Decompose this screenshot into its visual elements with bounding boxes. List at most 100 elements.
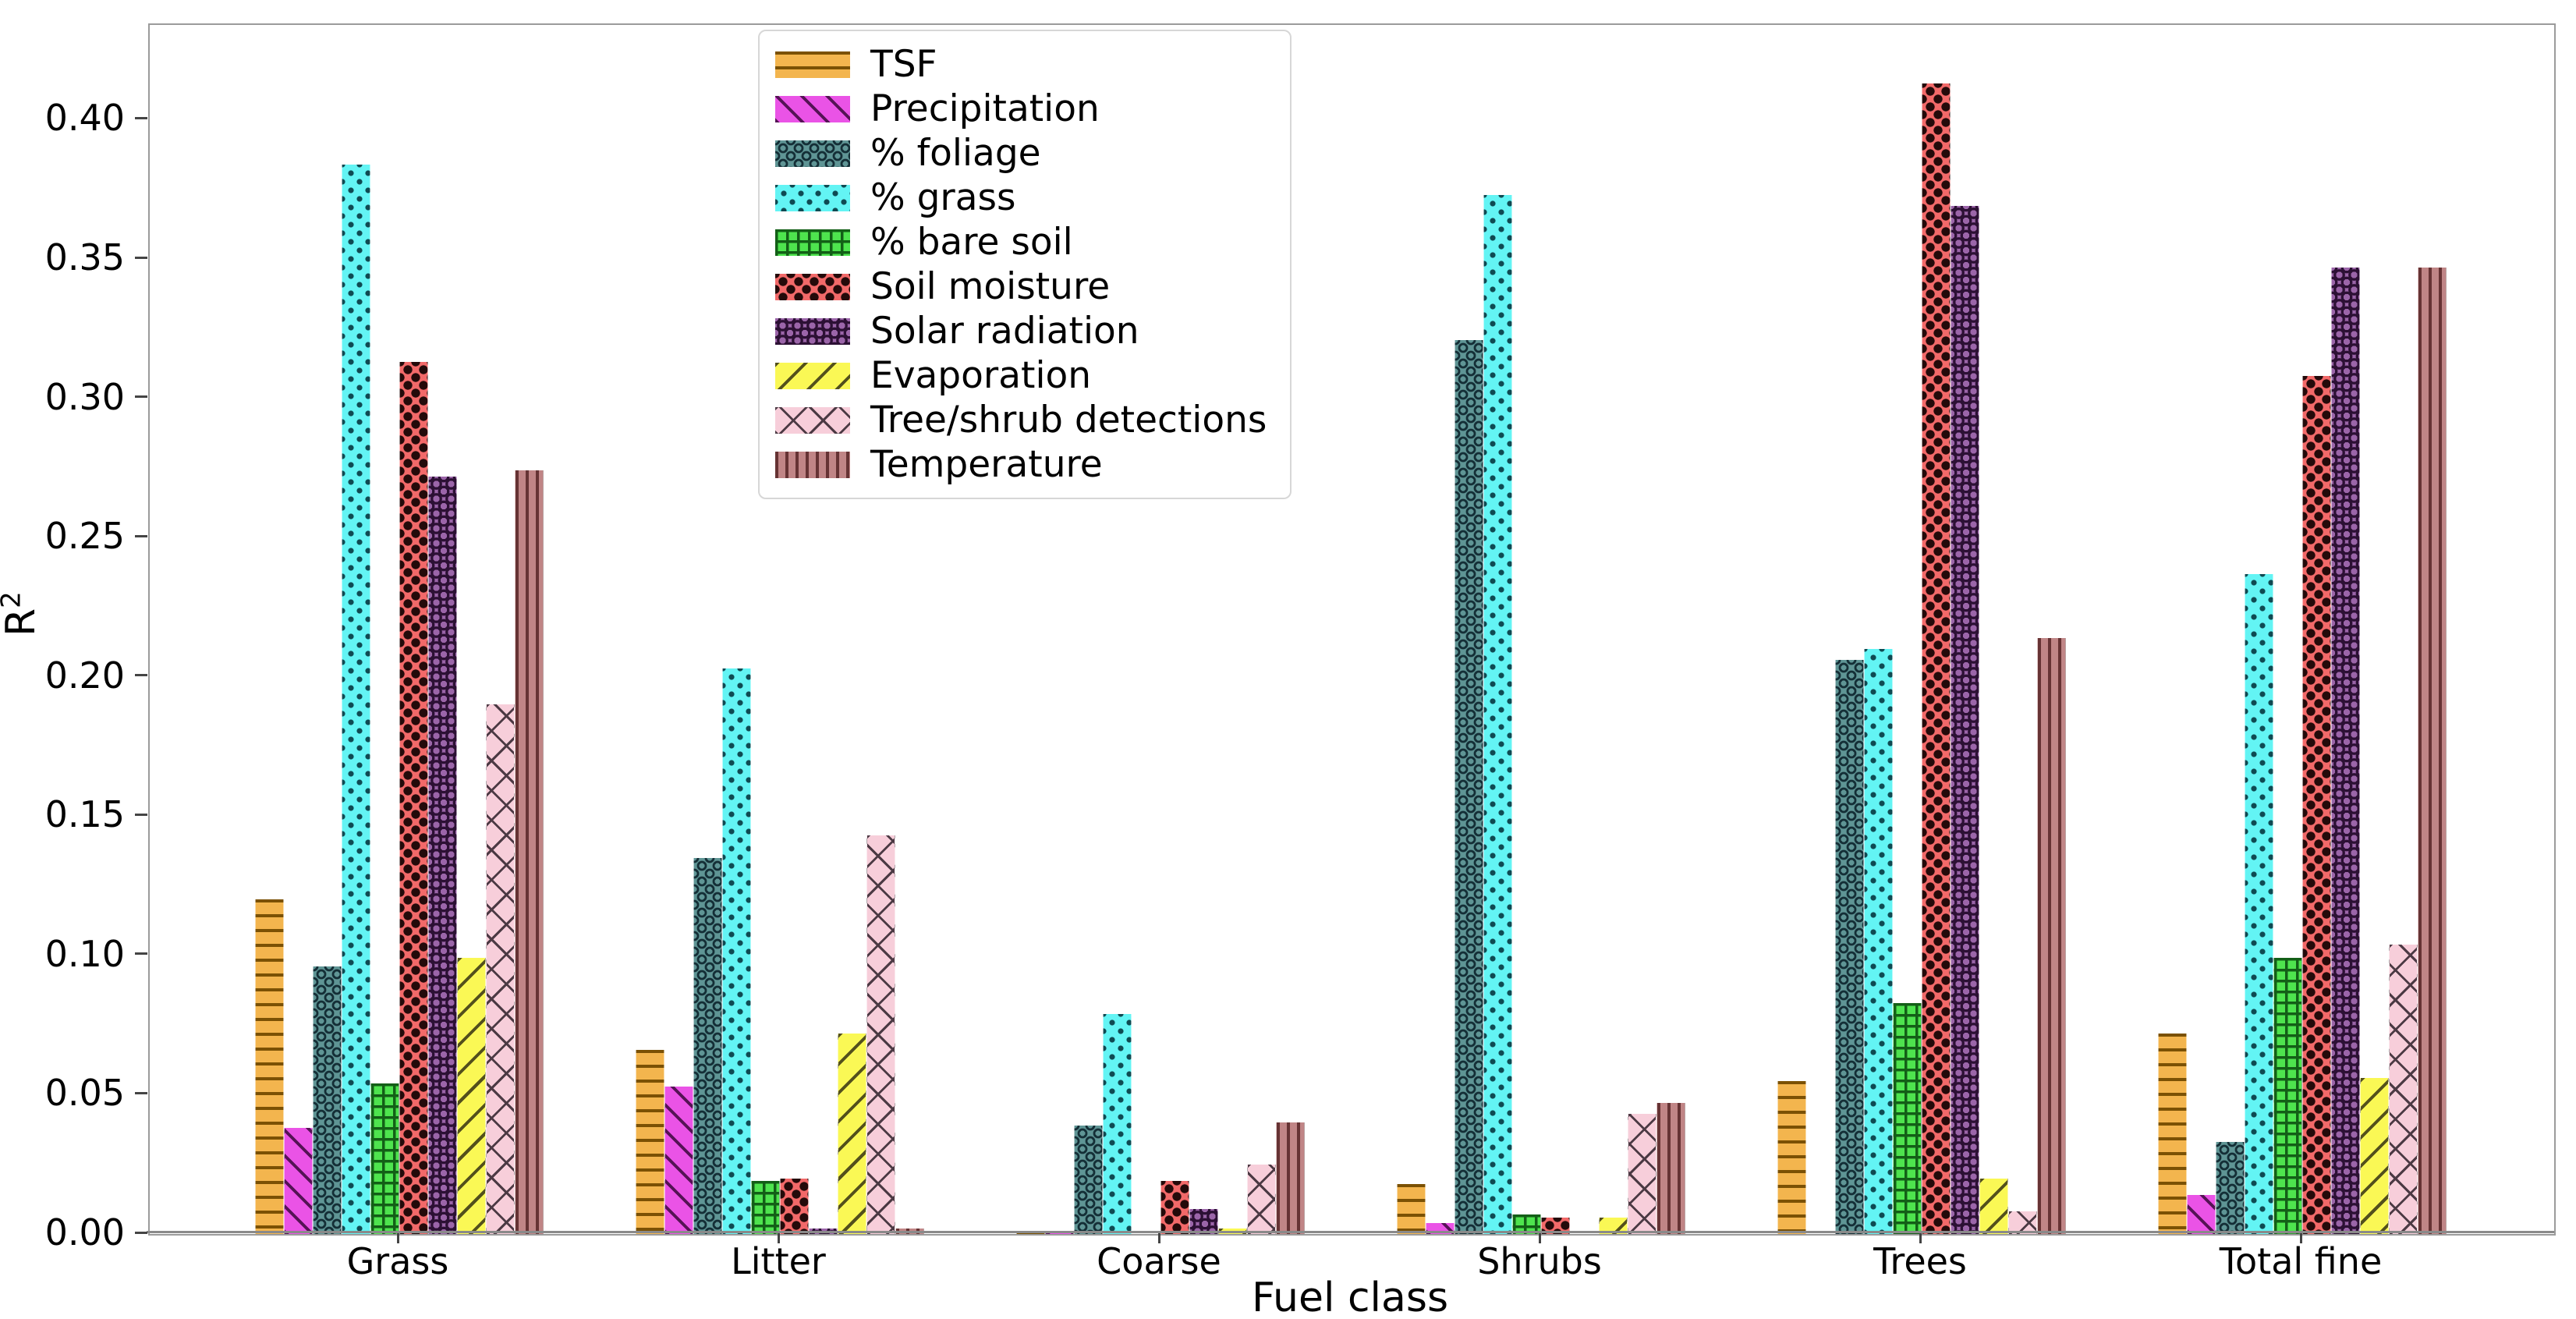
legend-label: Tree/shrub detections bbox=[870, 399, 1267, 441]
bar-soil-moisture-shrubs bbox=[1541, 1218, 1570, 1234]
legend-label: Solar radiation bbox=[870, 310, 1139, 353]
legend-swatch--foliage bbox=[775, 140, 850, 167]
bar--grass-total-fine bbox=[2245, 574, 2273, 1234]
bar--foliage-litter bbox=[693, 858, 722, 1234]
legend-label: Precipitation bbox=[870, 87, 1100, 130]
y-tick-label-0.40: 0.40 bbox=[44, 97, 125, 140]
legend-label: TSF bbox=[870, 43, 937, 86]
x-tick-mark-total-fine bbox=[2299, 1233, 2302, 1243]
bar-temperature-trees bbox=[2037, 638, 2066, 1234]
bar--foliage-trees bbox=[1835, 660, 1864, 1234]
y-tick-label-0.10: 0.10 bbox=[44, 932, 125, 975]
bar-tree-shrub-detections-grass bbox=[486, 704, 515, 1234]
legend-swatch-solar-radiation bbox=[775, 317, 850, 345]
x-tick-mark-coarse bbox=[1157, 1233, 1160, 1243]
bar-soil-moisture-trees bbox=[1922, 83, 1951, 1234]
y-tick-mark-0.05 bbox=[135, 1091, 147, 1094]
y-tick-label-0.35: 0.35 bbox=[44, 236, 125, 278]
y-tick-label-0.05: 0.05 bbox=[44, 1072, 125, 1115]
bar-temperature-grass bbox=[515, 470, 544, 1234]
bar--grass-litter bbox=[722, 668, 751, 1234]
y-axis-label: R2 bbox=[0, 591, 45, 637]
bar-tree-shrub-detections-total-fine bbox=[2389, 945, 2418, 1234]
x-tick-mark-shrubs bbox=[1538, 1233, 1541, 1243]
bar--bare-soil-trees bbox=[1893, 1003, 1922, 1234]
bar-evaporation-shrubs bbox=[1599, 1218, 1628, 1234]
legend-label: % bare soil bbox=[870, 221, 1073, 264]
bar-tree-shrub-detections-coarse bbox=[1247, 1165, 1276, 1234]
legend-label: % foliage bbox=[870, 132, 1041, 175]
legend-label: Evaporation bbox=[870, 354, 1092, 397]
y-tick-mark-0.00 bbox=[135, 1231, 147, 1234]
y-tick-label-0.00: 0.00 bbox=[44, 1211, 125, 1253]
x-tick-label-trees: Trees bbox=[1873, 1240, 1967, 1282]
bars-layer bbox=[150, 25, 2554, 1234]
y-tick-mark-0.10 bbox=[135, 952, 147, 956]
legend-item-soil-moisture: Soil moisture bbox=[775, 264, 1267, 309]
y-tick-mark-0.30 bbox=[135, 395, 147, 399]
bar--bare-soil-shrubs bbox=[1512, 1214, 1541, 1234]
y-tick-mark-0.25 bbox=[135, 534, 147, 537]
bar-solar-radiation-grass bbox=[428, 477, 457, 1234]
legend-item-tree-shrub-detections: Tree/shrub detections bbox=[775, 398, 1267, 442]
y-tick-label-0.15: 0.15 bbox=[44, 793, 125, 836]
x-tick-mark-trees bbox=[1919, 1233, 1922, 1243]
y-tick-label-0.30: 0.30 bbox=[44, 375, 125, 418]
bar-tsf-grass bbox=[255, 899, 284, 1234]
y-tick-mark-0.35 bbox=[135, 256, 147, 259]
x-axis-label: Fuel class bbox=[1251, 1275, 1449, 1319]
x-tick-label-grass: Grass bbox=[346, 1240, 449, 1282]
bar-evaporation-trees bbox=[1979, 1179, 2008, 1234]
bar-solar-radiation-trees bbox=[1951, 206, 1979, 1234]
legend-item--foliage: % foliage bbox=[775, 131, 1267, 176]
bar-soil-moisture-coarse bbox=[1160, 1181, 1189, 1234]
bar-solar-radiation-coarse bbox=[1189, 1209, 1218, 1234]
bar-tsf-total-fine bbox=[2158, 1034, 2187, 1234]
plot-area bbox=[148, 23, 2556, 1236]
y-tick-mark-0.40 bbox=[135, 116, 147, 119]
legend-label: Temperature bbox=[870, 443, 1103, 486]
bar--grass-grass bbox=[342, 165, 370, 1234]
bar-tree-shrub-detections-litter bbox=[866, 835, 895, 1234]
legend-item-solar-radiation: Solar radiation bbox=[775, 309, 1267, 353]
bar-tsf-litter bbox=[636, 1050, 664, 1234]
legend-swatch-temperature bbox=[775, 451, 850, 478]
legend-label: % grass bbox=[870, 176, 1016, 219]
bar--foliage-shrubs bbox=[1455, 340, 1483, 1234]
bar-temperature-coarse bbox=[1276, 1122, 1305, 1234]
bar-temperature-shrubs bbox=[1657, 1103, 1685, 1234]
bar-temperature-total-fine bbox=[2418, 268, 2447, 1234]
x-tick-label-litter: Litter bbox=[731, 1240, 826, 1282]
bar-tsf-trees bbox=[1777, 1081, 1806, 1234]
legend-swatch-tsf bbox=[775, 51, 850, 78]
bar-evaporation-grass bbox=[457, 958, 486, 1234]
x-tick-mark-grass bbox=[396, 1233, 399, 1243]
bar--bare-soil-grass bbox=[370, 1083, 399, 1234]
legend-swatch-soil-moisture bbox=[775, 273, 850, 300]
legend-label: Soil moisture bbox=[870, 265, 1111, 308]
bar--foliage-coarse bbox=[1074, 1126, 1103, 1234]
legend-swatch-evaporation bbox=[775, 362, 850, 389]
bar--foliage-grass bbox=[313, 966, 342, 1234]
y-tick-mark-0.15 bbox=[135, 813, 147, 816]
legend-swatch-precipitation bbox=[775, 95, 850, 122]
x-tick-label-total-fine: Total fine bbox=[2219, 1240, 2383, 1282]
legend-item-evaporation: Evaporation bbox=[775, 353, 1267, 398]
bar--bare-soil-litter bbox=[751, 1181, 780, 1234]
bar-precipitation-grass bbox=[284, 1128, 313, 1234]
bar--bare-soil-total-fine bbox=[2273, 958, 2302, 1234]
bar-tsf-shrubs bbox=[1397, 1184, 1426, 1234]
legend-swatch-tree-shrub-detections bbox=[775, 406, 850, 434]
legend-swatch--grass bbox=[775, 184, 850, 211]
y-tick-label-0.20: 0.20 bbox=[44, 654, 125, 697]
bar--foliage-total-fine bbox=[2216, 1142, 2245, 1234]
bar-precipitation-litter bbox=[664, 1087, 693, 1234]
y-tick-label-0.25: 0.25 bbox=[44, 515, 125, 558]
x-axis-line bbox=[147, 1231, 2554, 1233]
legend-item-temperature: Temperature bbox=[775, 442, 1267, 487]
bar-soil-moisture-litter bbox=[780, 1179, 809, 1234]
bar-tree-shrub-detections-trees bbox=[2008, 1211, 2037, 1234]
legend-swatch--bare-soil bbox=[775, 229, 850, 256]
legend-item-precipitation: Precipitation bbox=[775, 87, 1267, 131]
